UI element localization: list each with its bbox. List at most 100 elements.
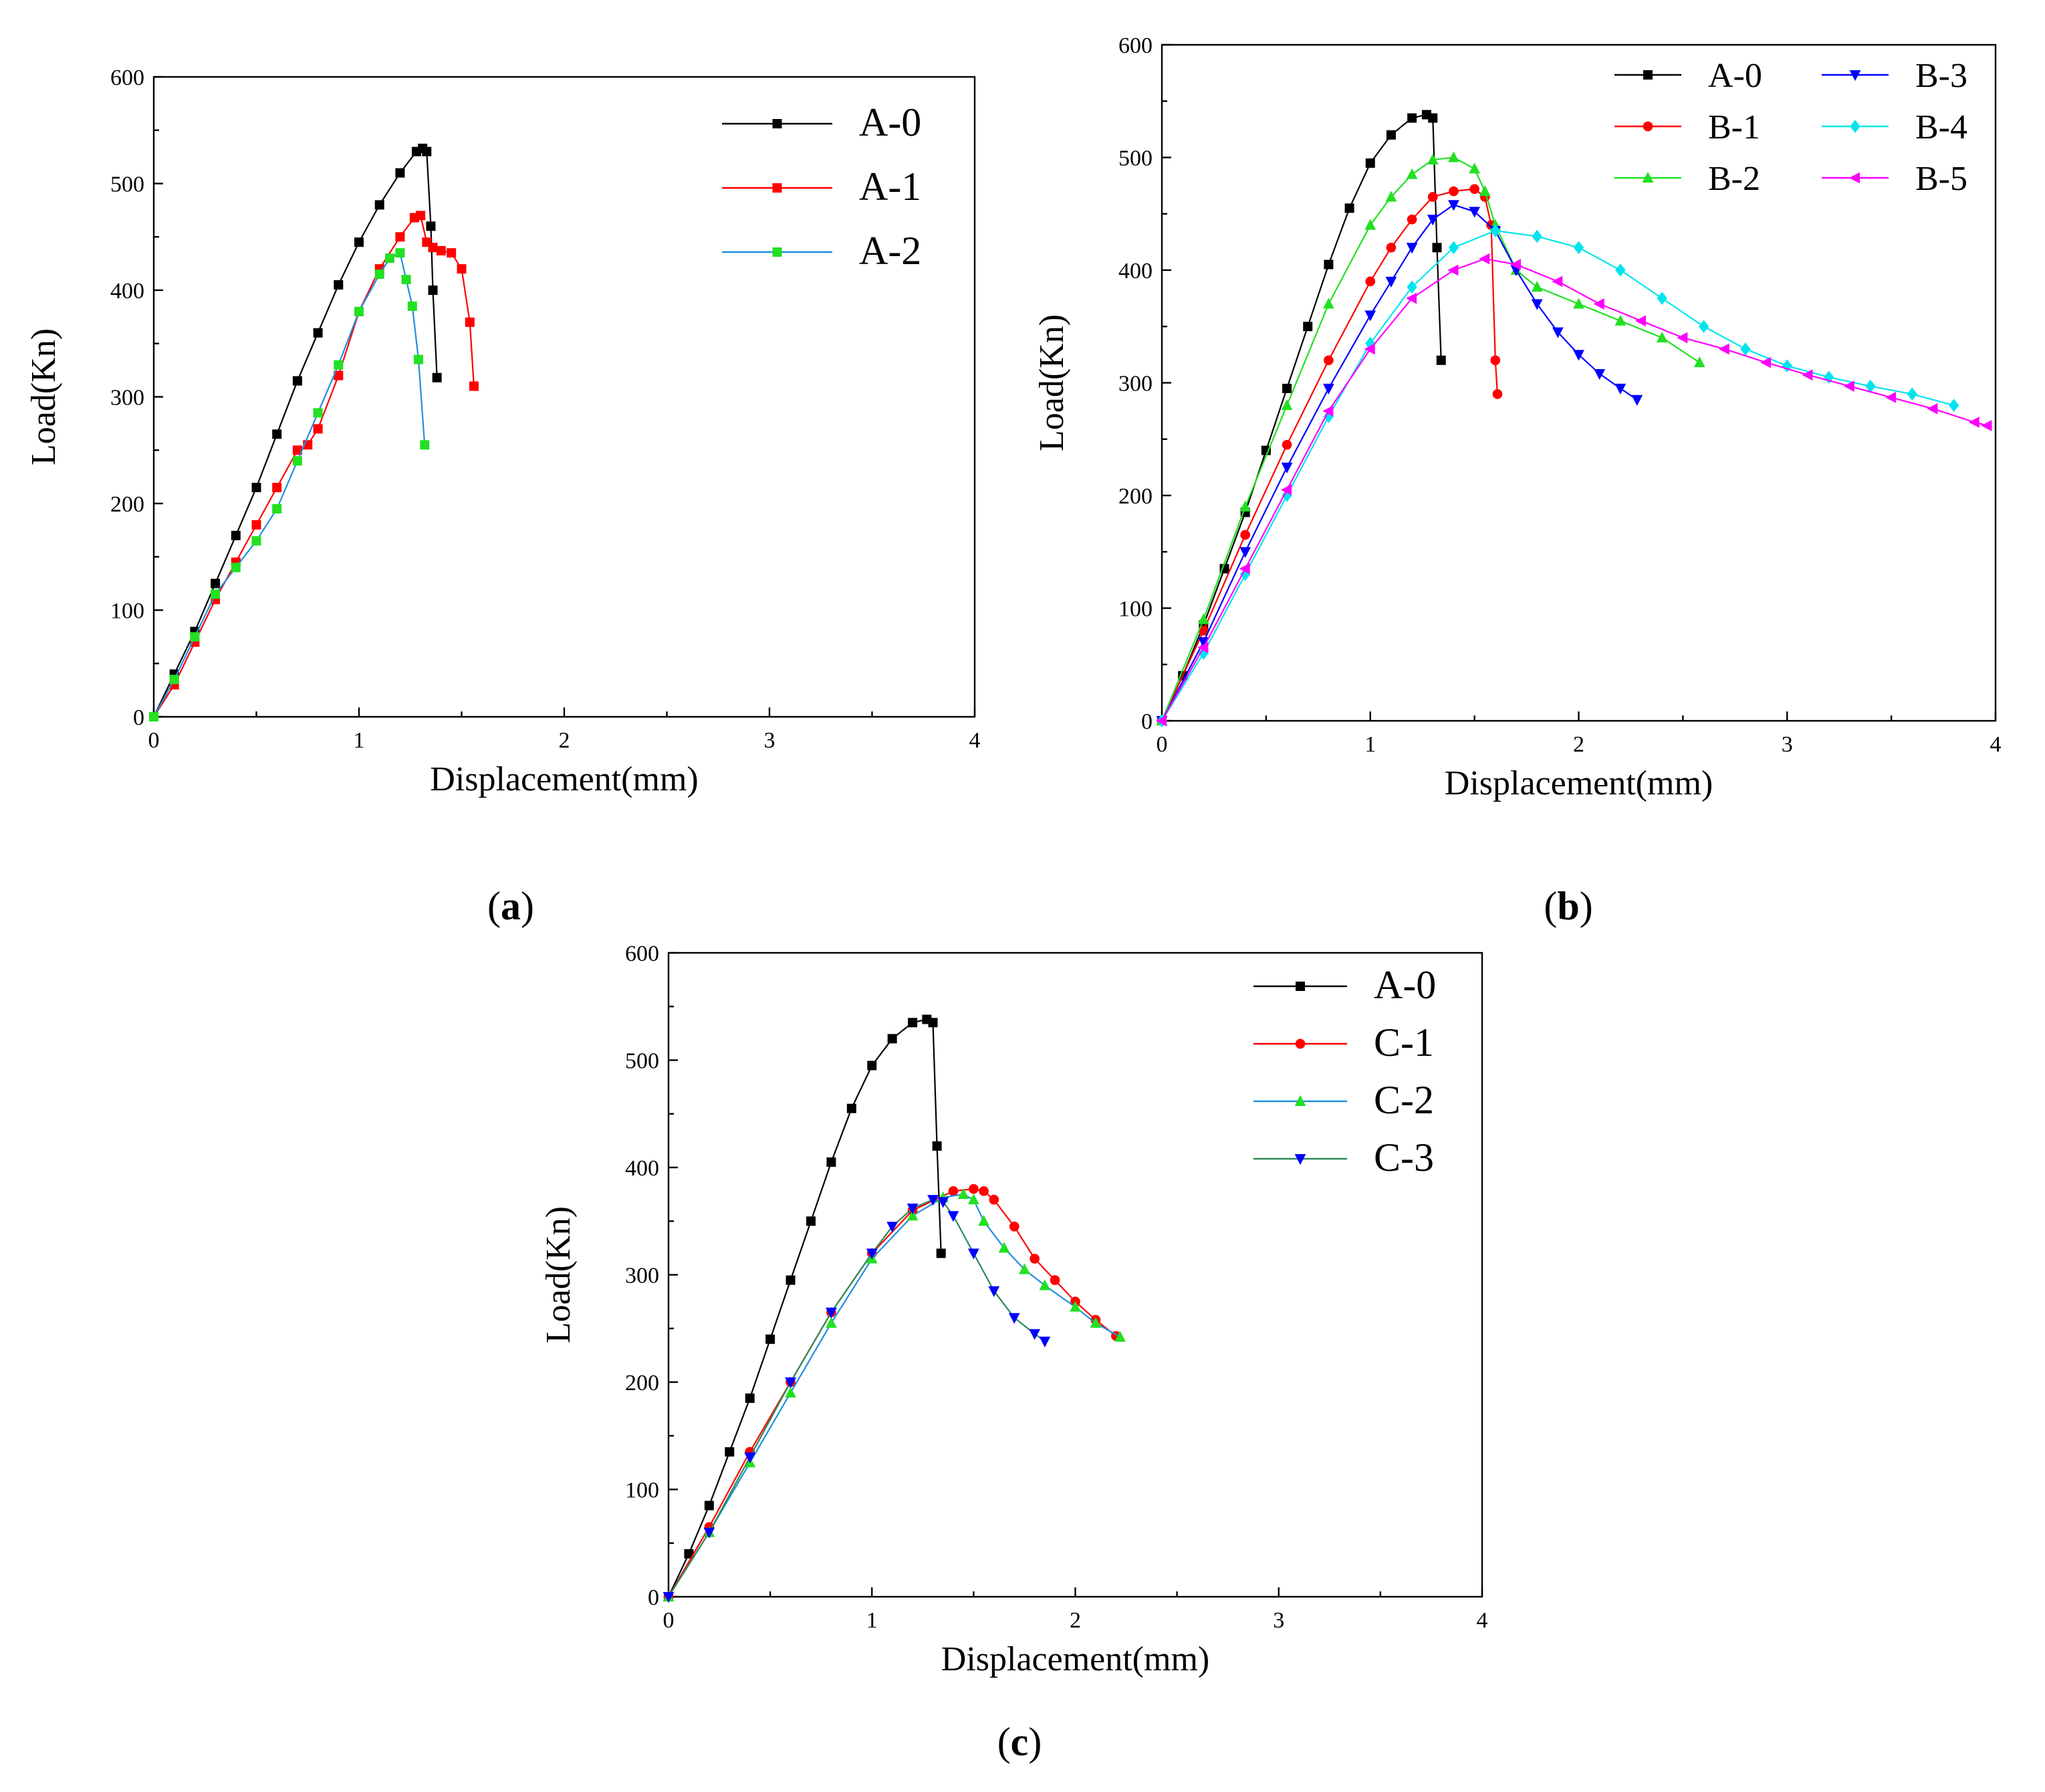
chart-b-series-B-3-point: [1631, 395, 1643, 406]
chart-b-series-B-3: [1156, 200, 1643, 727]
chart-a-series-A-2-point: [407, 301, 417, 311]
chart-a-y-tick-label: 500: [110, 173, 144, 197]
chart-b-series-B-1-point: [1324, 355, 1334, 366]
chart-b-series-B-3-point: [1197, 637, 1209, 649]
chart-c-legend-label-C-1: C-1: [1374, 1020, 1434, 1065]
chart-a-legend-item-A-2: A-2: [722, 229, 921, 273]
chart-b-legend-marker-A-0: [1643, 70, 1653, 80]
chart-b-series-B-2-point: [1197, 613, 1209, 625]
chart-b-legend-label-B-1: B-1: [1708, 108, 1760, 146]
chart-b-x-tick-label: 2: [1573, 732, 1584, 757]
chart-c-series-A-0-point: [887, 1034, 897, 1044]
chart-c-series-C-3-point: [663, 1592, 675, 1603]
chart-b-x-axis-label: Displacement(mm): [1445, 764, 1713, 802]
chart-b-series-B-4-point: [1282, 489, 1292, 502]
chart-b-series-B-5-point: [1760, 356, 1772, 368]
chart-b-series-B-3-point: [1427, 215, 1439, 226]
chart-b-series-B-2-line: [1161, 156, 1700, 721]
chart-a-series-A-1-point: [251, 520, 261, 530]
chart-c-series-A-0-point: [867, 1060, 877, 1071]
chart-c-series-C-2-point: [998, 1242, 1010, 1253]
chart-c-y-tick-label: 600: [625, 941, 659, 966]
chart-b-series-B-2-point: [1693, 356, 1705, 368]
chart-a-series-A-2-point: [401, 275, 411, 285]
chart-c-legend-item-C-3: C-3: [1253, 1135, 1434, 1180]
chart-c-series-C-2-point: [1090, 1317, 1102, 1328]
chart-b-legend-label-B-2: B-2: [1708, 160, 1760, 198]
chart-b-legend-label-B-5: B-5: [1915, 160, 1967, 198]
chart-c-y-tick-label: 300: [625, 1264, 659, 1289]
chart-b-series-B-5: [1155, 253, 1992, 727]
chart-a-series-A-0-point: [231, 530, 241, 540]
chart-b-legend-label-B-3: B-3: [1915, 57, 1967, 95]
chart-c-x-axis-label: Displacement(mm): [941, 1640, 1209, 1678]
chart-b-legend-marker-B-3: [1849, 70, 1861, 82]
chart-a-series-A-2-point: [414, 354, 424, 364]
chart-c-legend-marker-C-2: [1294, 1095, 1306, 1106]
chart-c-legend-item-C-2: C-2: [1253, 1078, 1434, 1122]
chart-a-series-A-0-point: [334, 280, 344, 290]
chart-b-series-B-3-point: [1594, 369, 1606, 380]
chart-b-series-B-1-point: [1427, 192, 1438, 202]
chart-b-series-B-1-point: [1282, 439, 1292, 450]
chart-c-series-C-1-line: [668, 1188, 1116, 1597]
chart-b-series-B-1-point: [1365, 276, 1376, 287]
chart-b-series-B-3-point: [1406, 243, 1418, 254]
chart-c-series-A-0-point: [806, 1216, 816, 1226]
chart-a-series-A-1-point: [313, 424, 323, 434]
chart-b-series-B-1-point: [1407, 214, 1417, 225]
chart-b-series-B-4-line: [1161, 229, 1954, 721]
chart-c-legend-item-C-1: C-1: [1253, 1020, 1434, 1065]
chart-c-series-C-2: [663, 1188, 1126, 1601]
chart-b-series-B-5-point: [1197, 642, 1209, 653]
chart-b-series-B-3-point: [1531, 299, 1543, 310]
chart-b-legend-marker-B-4: [1850, 120, 1860, 133]
chart-b-series-B-4-point: [1198, 647, 1209, 660]
chart-a-series-A-0-point: [292, 376, 302, 386]
chart-b-series-B-5-point: [1280, 484, 1292, 495]
chart-a-x-tick-label: 4: [969, 728, 981, 753]
chart-a-series-A-1-point: [457, 264, 467, 274]
chart-c-y-tick-label: 500: [625, 1049, 659, 1074]
chart-c-series-C-2-point: [978, 1215, 989, 1226]
chart-b-series-B-4-point: [1907, 387, 1917, 401]
chart-a-legend-item-A-0: A-0: [722, 100, 921, 144]
chart-b-legend-item-B-4: B-4: [1822, 108, 1967, 146]
chart-a-legend-marker-A-0: [772, 119, 782, 128]
chart-b-legend-item-A-0: A-0: [1614, 57, 1762, 95]
chart-c-series-C-1-point: [989, 1194, 999, 1205]
chart-c-series-C-3-point: [1008, 1313, 1020, 1324]
chart-c-series-C-3-point: [744, 1452, 756, 1464]
chart-c-x-tick-label: 4: [1477, 1608, 1488, 1633]
chart-c-legend-marker-C-3: [1294, 1154, 1306, 1165]
chart-a-legend-label-A-1: A-1: [859, 164, 921, 209]
chart-c-series-C-1-point: [1009, 1221, 1019, 1232]
chart-b-series-B-2-point: [1406, 168, 1418, 179]
chart-a-legend-item-A-1: A-1: [722, 164, 921, 209]
chart-c-series-C-3-point: [1029, 1329, 1041, 1340]
chart-b-series-B-3-point: [1448, 200, 1459, 211]
chart-b-series-B-5-point: [1843, 380, 1854, 392]
chart-b-series-B-5-point: [1364, 343, 1375, 355]
chart-c-y-tick-label: 100: [625, 1478, 659, 1503]
chart-c-series-C-2-point: [785, 1386, 796, 1398]
chart-b-series-B-5-point: [1677, 332, 1688, 344]
chart-a-series-A-1-line: [153, 214, 475, 717]
chart-b-series-B-4-point: [1740, 342, 1751, 356]
chart-b-x-tick-label: 0: [1157, 732, 1168, 757]
chart-a-series-A-1-point: [292, 445, 302, 455]
chart-c-series-C-3-point: [947, 1211, 959, 1222]
chart-c-series-A-0-point: [846, 1103, 856, 1113]
chart-c-series-C-1-point: [1050, 1275, 1060, 1285]
chart-b-series-A-0-point: [1324, 259, 1334, 269]
chart-c-y-axis-label: Load(Kn): [539, 1206, 578, 1343]
chart-a-x-tick-label: 0: [148, 728, 160, 753]
chart-b-series-B-3-point: [1573, 350, 1584, 361]
chart-a-series-A-1-point: [272, 483, 282, 493]
chart-a-legend: A-0 A-1 A-2: [722, 100, 921, 273]
chart-a-series-A-0-point: [422, 146, 432, 156]
chart-c-series-A-0-point: [684, 1549, 694, 1559]
chart-b-series-A-0-point: [1407, 113, 1417, 123]
chart-a-series-A-1-point: [447, 248, 457, 258]
chart-b-series-B-2: [1156, 151, 1705, 725]
